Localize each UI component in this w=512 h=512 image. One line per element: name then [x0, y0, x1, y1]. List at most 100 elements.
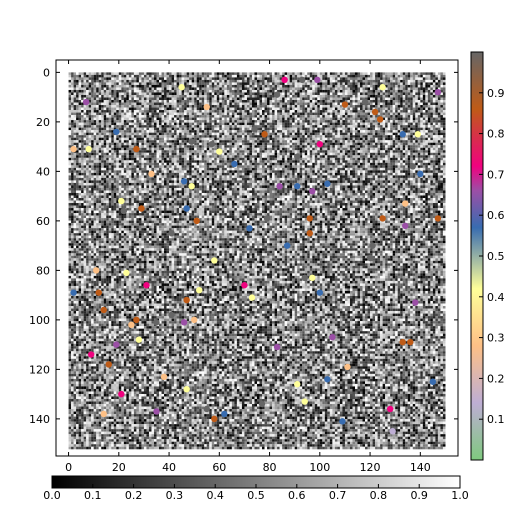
scatter-point: [118, 197, 125, 205]
scatter-points: [70, 76, 442, 435]
scatter-point: [180, 319, 188, 326]
scatter-point: [263, 215, 271, 222]
scatter-point: [231, 160, 238, 168]
scatter-point: [188, 138, 195, 145]
scatter-point: [183, 205, 190, 212]
scatter-point: [402, 222, 409, 230]
colorbar-bottom-tick-label: 1.0: [451, 489, 469, 502]
scatter-point: [203, 405, 210, 413]
scatter-point: [434, 215, 442, 222]
x-tick-label: 0: [65, 461, 72, 474]
scatter-point: [301, 274, 308, 281]
scatter-point: [283, 242, 291, 249]
scatter-point: [180, 178, 188, 185]
colorbar-right-ticks: 0.1 0.2 0.3 0.4 0.5 0.6 0.7 0.8 0.9: [479, 87, 505, 426]
scatter-point: [100, 410, 107, 418]
colorbar-right-tick-label: 0.9: [487, 87, 505, 100]
scatter-point: [193, 217, 200, 225]
colorbar-bottom-tick-label: 0.3: [166, 489, 184, 502]
scatter-point: [409, 163, 416, 170]
scatter-point: [414, 131, 421, 138]
y-tick-label: 140: [29, 413, 50, 426]
colorbar-right-tick-label: 0.3: [487, 332, 505, 345]
scatter-point: [412, 299, 419, 306]
scatter-point: [190, 316, 198, 324]
scatter-point: [273, 91, 281, 98]
y-tick-label: 20: [36, 116, 50, 129]
x-tick-label: 120: [360, 461, 381, 474]
scatter-point: [143, 282, 150, 289]
scatter-point: [178, 84, 185, 91]
colorbar-bottom-tick-label: 0.7: [329, 489, 347, 502]
scatter-point: [70, 145, 77, 153]
scatter-point: [324, 376, 331, 383]
colorbar-right-tick-label: 0.8: [487, 128, 505, 141]
scatter-point: [251, 126, 258, 133]
scatter-point: [248, 294, 256, 301]
scatter-point: [379, 84, 386, 91]
scatter-point: [211, 415, 218, 423]
scatter-point: [82, 98, 90, 106]
colorbar-right-tick-label: 0.2: [487, 372, 505, 385]
scatter-point: [316, 140, 324, 148]
scatter-point: [314, 76, 321, 84]
y-tick-label: 120: [29, 363, 50, 376]
scatter-point: [309, 187, 316, 195]
scatter-point: [399, 338, 406, 346]
colorbar-right-tick-label: 0.5: [487, 250, 505, 263]
scatter-point: [369, 242, 376, 249]
scatter-point: [261, 131, 268, 138]
colorbar-bottom-tick-label: 0.8: [370, 489, 388, 502]
colorbar-bottom-ticks: 0.0 0.1 0.2 0.3 0.4 0.5 0.6 0.7 0.8 0.9 1.0: [43, 484, 469, 502]
scatter-point: [93, 267, 100, 274]
colorbar-bottom-tick-label: 0.1: [84, 489, 102, 502]
x-axis: 0 20 40 60 80 100 120 140: [65, 60, 431, 474]
scatter-point: [70, 289, 77, 296]
scatter-point: [183, 385, 190, 393]
scatter-point: [216, 148, 223, 155]
colorbar-bottom-tick-label: 0.2: [125, 489, 143, 502]
y-tick-label: 60: [36, 215, 50, 228]
scatter-point: [258, 400, 266, 408]
colorbar-bottom-tick-label: 0.9: [410, 489, 428, 502]
x-tick-label: 80: [263, 461, 277, 474]
scatter-point: [341, 101, 349, 108]
scatter-point: [246, 225, 253, 232]
scatter-point: [306, 215, 313, 222]
scatter-point: [361, 98, 369, 106]
scatter-point: [434, 88, 442, 96]
scatter-point: [211, 257, 218, 264]
scatter-point: [376, 116, 384, 123]
scatter-point: [294, 381, 301, 388]
scatter-point: [148, 170, 155, 178]
scatter-point: [417, 170, 424, 178]
scatter-point: [329, 334, 336, 341]
scatter-point: [299, 76, 306, 84]
y-tick-label: 40: [36, 165, 50, 178]
scatter-point: [120, 207, 128, 215]
scatter-point: [203, 103, 210, 111]
y-axis: 0 20 40 60 80 100 120 140: [29, 66, 458, 426]
x-tick-label: 40: [162, 461, 176, 474]
colorbar-bottom-tick-label: 0.5: [247, 489, 265, 502]
y-tick-label: 80: [36, 264, 50, 277]
y-tick-label: 100: [29, 314, 50, 327]
colorbar-right-tick-label: 0.1: [487, 413, 505, 426]
x-tick-label: 20: [112, 461, 126, 474]
scatter-point: [123, 269, 130, 277]
scatter-point: [168, 311, 175, 319]
scatter-point: [113, 341, 120, 348]
scatter-point: [316, 289, 324, 296]
scatter-point: [138, 205, 145, 212]
colorbar-bottom-tick-label: 0.6: [288, 489, 306, 502]
scatter-point: [133, 316, 140, 324]
scatter-point: [95, 289, 102, 296]
colorbar-bottom: 0.0 0.1 0.2 0.3 0.4 0.5 0.6 0.7 0.8 0.9 1.0: [43, 475, 469, 502]
scatter-point: [344, 363, 351, 371]
scatter-point: [402, 200, 409, 207]
scatter-point: [153, 319, 160, 326]
scatter-point: [399, 131, 406, 138]
scatter-point: [386, 405, 394, 413]
scatter-point: [366, 254, 374, 262]
scatter-point: [379, 215, 386, 222]
